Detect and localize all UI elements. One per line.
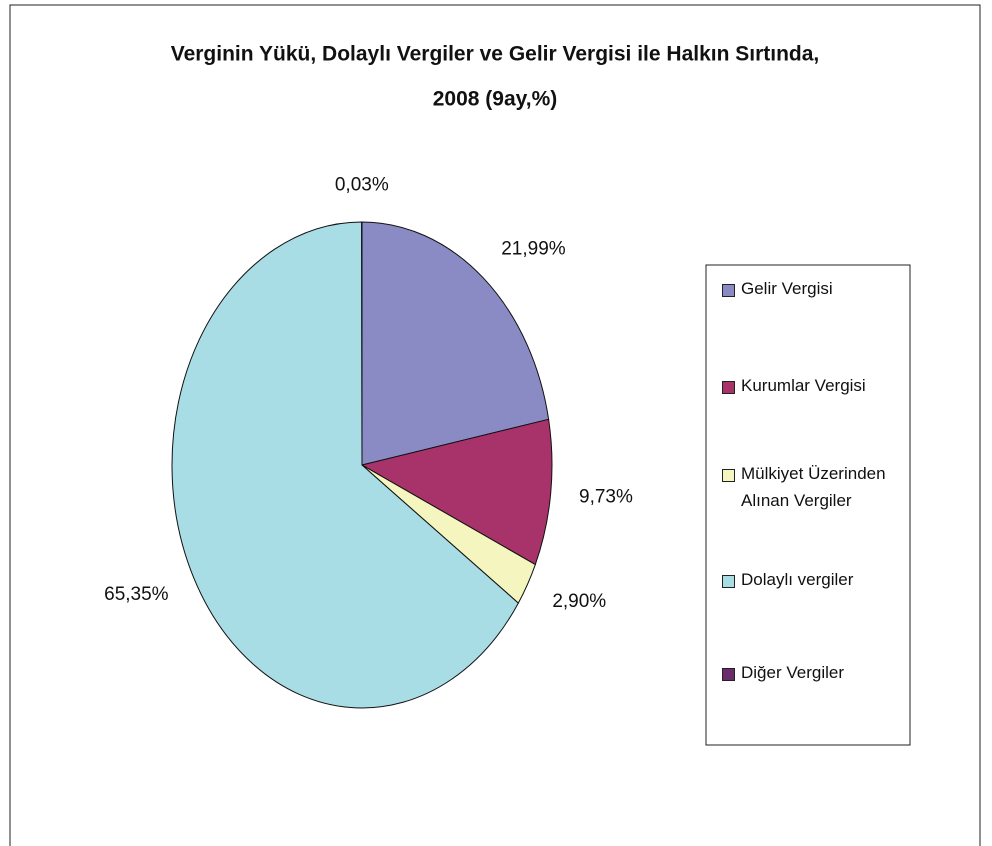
legend-entry: Kurumlar Vergisi xyxy=(722,376,901,399)
legend-label: Diğer Vergiler xyxy=(741,663,844,682)
chart-title: Verginin Yükü, Dolaylı Vergiler ve Gelir… xyxy=(171,43,820,66)
legend-swatch xyxy=(722,284,735,297)
legend-label: Dolaylı vergiler xyxy=(741,570,854,589)
chart-title: 2008 (9ay,%) xyxy=(433,88,558,111)
legend-swatch xyxy=(722,575,735,588)
legend-swatch xyxy=(722,469,735,482)
chart-frame xyxy=(9,4,981,846)
legend-label: Gelir Vergisi xyxy=(741,279,833,298)
legend-entry: Diğer Vergiler xyxy=(722,663,901,686)
legend-entry: Dolaylı vergiler xyxy=(722,570,901,593)
data-label: 65,35% xyxy=(104,584,169,605)
data-label: 2,90% xyxy=(552,591,606,612)
legend-entry: Gelir Vergisi xyxy=(722,279,901,302)
legend-label: Kurumlar Vergisi xyxy=(741,376,866,395)
data-label: 0,03% xyxy=(335,175,389,196)
legend-swatch xyxy=(722,668,735,681)
legend-entry: Mülkiyet Üzerinden Alınan Vergiler xyxy=(722,464,901,514)
legend-box xyxy=(705,264,911,746)
data-label: 9,73% xyxy=(579,487,633,508)
pie-slice xyxy=(360,418,553,566)
legend-label: Mülkiyet Üzerinden Alınan Vergiler xyxy=(741,464,886,511)
legend-swatch xyxy=(722,381,735,394)
pie-slice xyxy=(361,221,550,466)
pie-slice xyxy=(171,221,519,709)
data-label: 21,99% xyxy=(501,239,566,260)
